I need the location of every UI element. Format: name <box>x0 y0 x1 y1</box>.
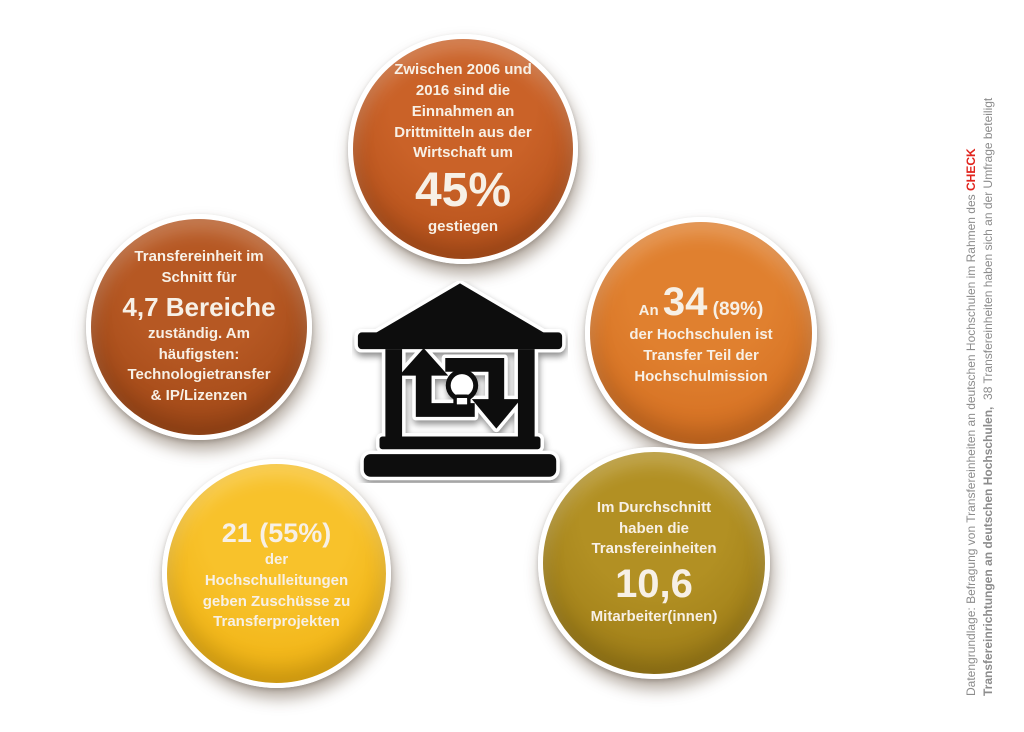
bubble-text-segment: 21 (55%) <box>221 517 332 548</box>
bubble-text-segment: Transfereinheit im <box>134 248 264 266</box>
bubble-text-segment: häufigsten: <box>158 345 240 363</box>
note-line-2-bold-text: Transfereinrichtungen an deutschen Hochs… <box>981 406 995 696</box>
bubble-text-line: Hochschulmission <box>634 367 767 388</box>
bubble-text-line: Transfereinheit im <box>134 247 263 268</box>
bubble-text-line: Technologietransfer <box>127 365 270 386</box>
note-line-2-text: 38 Transfereinheiten haben sich an der U… <box>981 97 995 407</box>
bubble-text-line: 10,6 <box>615 563 693 606</box>
stat-bubble-mitarbeiter: Im Durchschnitt haben die Transfereinheite… <box>538 447 770 679</box>
bubble-text-line: Einnahmen an <box>412 102 515 123</box>
bubble-text-line: 45% <box>414 164 512 218</box>
bubble-text-segment: 45% <box>414 164 512 218</box>
bubble-text-line: Transfer Teil der <box>643 346 759 367</box>
bubble-text-line: gestiegen <box>428 217 498 238</box>
bubble-text-segment: (89%) <box>707 299 764 321</box>
bubble-text-segment: Transferprojekten <box>213 613 340 631</box>
stat-bubble-hochschulmission: An 34 (89%) der Hochschulen ist Transfer T… <box>585 217 817 449</box>
bubble-text-line: 21 (55%) <box>222 517 332 549</box>
stat-bubble-bereiche: Transfereinheit im Schnitt für 4,7 Bereich… <box>86 214 312 440</box>
bubble-text-segment: Mitarbeiter(innen) <box>590 608 718 626</box>
bubble-text-line: geben Zuschüsse zu <box>203 592 351 613</box>
bubble-text-segment: Zwischen 2006 und <box>394 61 532 79</box>
bubble-text-segment: Wirtschaft um <box>413 144 513 162</box>
bubble-text-segment: der <box>264 551 289 569</box>
bubble-text-line: zuständig. Am <box>148 324 250 345</box>
bubble-text-segment: Drittmitteln aus der <box>394 123 532 141</box>
bubble-text-segment: & IP/Lizenzen <box>150 387 248 405</box>
bubble-text-line: 2016 sind die <box>416 81 510 102</box>
data-source-note: Datengrundlage: Befragung von Transferei… <box>963 80 997 696</box>
bubble-text-line: Drittmitteln aus der <box>394 123 532 144</box>
bubble-text-segment: zuständig. Am <box>148 324 250 342</box>
bubble-text-line: Im Durchschnitt <box>597 498 711 519</box>
bubble-text-line: der Hochschulen ist <box>629 325 772 346</box>
bubble-text-segment: der Hochschulen ist <box>629 326 773 344</box>
bubble-text-line: Hochschulleitungen <box>205 571 348 592</box>
note-line-1: Datengrundlage: Befragung von Transferei… <box>963 80 980 696</box>
bubble-text-line: Transfereinheiten <box>591 539 716 560</box>
stat-bubble-drittmittel: Zwischen 2006 und 2016 sind die Einnahmen … <box>348 34 578 264</box>
bubble-text-line: häufigsten: <box>159 345 240 366</box>
bubble-text-line: Zwischen 2006 und <box>394 60 532 81</box>
bubble-text-line: An 34 (89%) <box>639 281 764 324</box>
bubble-text-line: haben die <box>619 519 689 540</box>
bubble-text-segment: gestiegen <box>427 218 499 236</box>
bubble-text-segment: 2016 sind die <box>415 81 511 99</box>
bubble-text-segment: Transfereinheiten <box>591 540 717 558</box>
bubble-text-line: & IP/Lizenzen <box>151 386 248 407</box>
note-line-2: Transfereinrichtungen an deutschen Hochs… <box>980 80 997 696</box>
bubble-text-line: Schnitt für <box>162 268 237 289</box>
bubble-text-segment: Hochschulleitungen <box>204 571 349 589</box>
note-line-1-text: Datengrundlage: Befragung von Transferei… <box>964 191 978 696</box>
bubble-text-segment: haben die <box>618 519 689 537</box>
bubble-text-segment: geben Zuschüsse zu <box>202 592 351 610</box>
bubble-text-line: Wirtschaft um <box>413 143 513 164</box>
bubble-text-segment: Technologietransfer <box>127 366 271 384</box>
bubble-text-segment: Im Durchschnitt <box>596 498 712 516</box>
bubble-text-segment: Einnahmen an <box>411 102 515 120</box>
bubble-text-segment: 34 <box>662 280 708 325</box>
knowledge-transfer-building-icon <box>352 281 568 483</box>
bubble-text-segment: Hochschulmission <box>634 367 768 385</box>
bubble-text-line: 4,7 Bereiche <box>122 292 275 323</box>
bubble-text-segment: An <box>638 302 663 320</box>
bubble-text-segment: Transfer Teil der <box>643 347 759 365</box>
bubble-text-segment: 10,6 <box>615 562 693 607</box>
bubble-text-segment: 4,7 Bereiche <box>122 291 276 322</box>
bubble-text-segment: Schnitt für <box>161 268 237 286</box>
lightbulb-icon <box>445 369 479 408</box>
stat-bubble-zuschuesse: 21 (55%) der Hochschulleitungen geben Zusch… <box>162 459 391 688</box>
check-study-label: CHECK <box>964 148 978 191</box>
bubble-text-line: Transferprojekten <box>213 612 340 633</box>
bubble-text-line: Mitarbeiter(innen) <box>591 607 718 628</box>
bubble-text-line: der <box>265 550 288 571</box>
